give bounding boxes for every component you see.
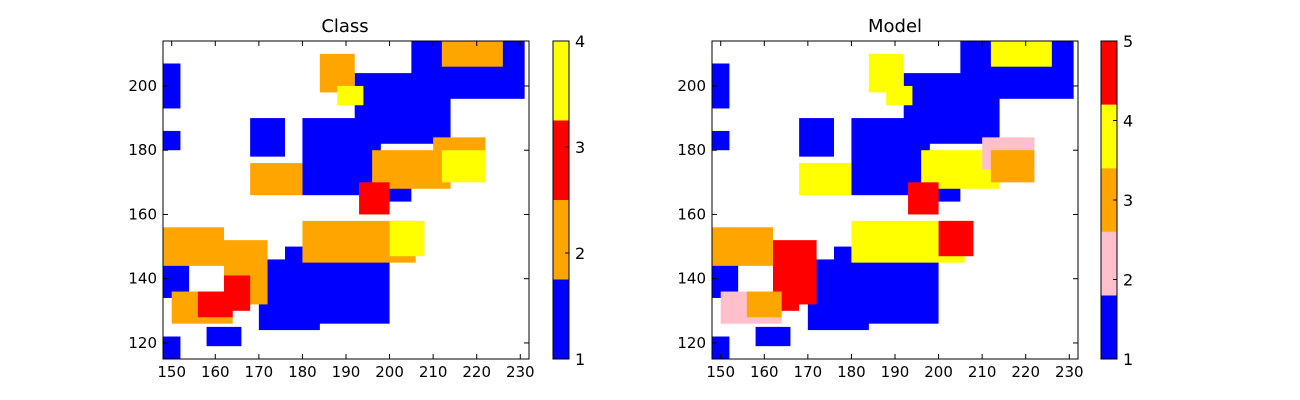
model-colorbar-tick-label: 2: [1123, 271, 1133, 290]
model-title: Model: [868, 16, 922, 37]
model-region-class-1: [712, 63, 730, 109]
class-colorbar: 1 2 3 4: [552, 32, 585, 369]
model-y-tick-label: 200: [677, 77, 706, 95]
model-colorbar-segment: [1101, 104, 1117, 169]
class-x-tick-label: 220: [462, 363, 491, 381]
model-x-axis: 150 160 170 180 190 200 210 220 230: [706, 41, 1084, 381]
class-colorbar-tick-label: 4: [575, 32, 585, 51]
class-title: Class: [321, 16, 368, 37]
class-colorbar-segment: [553, 120, 569, 200]
model-x-tick-label: 230: [1055, 363, 1084, 381]
class-panel: Class 150 160 170 180 190 200 210 220 230 120 140…: [128, 16, 585, 381]
class-x-tick-label: 200: [375, 363, 404, 381]
model-x-tick-label: 190: [881, 363, 910, 381]
model-x-tick-label: 160: [750, 363, 779, 381]
model-x-tick-label: 180: [837, 363, 866, 381]
class-x-tick-label: 190: [332, 363, 361, 381]
class-y-tick-label: 140: [128, 270, 157, 288]
class-region-class-3: [359, 182, 390, 215]
model-y-tick-label: 120: [677, 334, 706, 352]
class-colorbar-frame: [552, 40, 570, 360]
class-heatmap-cells: [163, 41, 525, 359]
class-y-tick-label: 200: [128, 77, 157, 95]
class-region-class-1: [250, 118, 285, 157]
class-y-tick-label: 120: [128, 334, 157, 352]
class-region-class-4: [389, 220, 425, 257]
model-x-tick-label: 170: [794, 363, 823, 381]
class-region-class-2: [250, 163, 303, 196]
model-region-class-4: [799, 163, 852, 196]
model-panel: Model 150 160 170 180 190 200 210 220 230 120 140…: [677, 16, 1133, 381]
class-plot-area: 150 160 170 180 190 200 210 220 230 120 140 160 180…: [128, 40, 535, 381]
class-x-tick-label: 160: [201, 363, 230, 381]
class-region-class-4: [337, 85, 364, 106]
model-x-tick-label: 200: [924, 363, 953, 381]
model-y-tick-label: 140: [677, 270, 706, 288]
model-colorbar-tick-label: 3: [1123, 191, 1133, 210]
class-x-tick-label: 180: [288, 363, 317, 381]
model-region-class-3: [746, 291, 782, 318]
class-region-class-1: [206, 326, 242, 347]
model-region-class-3: [990, 150, 1035, 183]
model-y-axis: 120 140 160 180 200: [677, 77, 1078, 352]
class-colorbar-tick-label: 2: [575, 244, 585, 263]
model-colorbar-segment: [1101, 168, 1117, 232]
class-region-class-2: [163, 227, 224, 266]
class-region-class-1: [163, 63, 181, 109]
class-x-tick-label: 150: [157, 363, 186, 381]
model-colorbar-tick-label: 5: [1123, 32, 1133, 51]
model-region-class-1: [755, 326, 791, 347]
model-region-class-1: [712, 336, 730, 359]
model-colorbar-segment: [1101, 295, 1117, 359]
class-region-class-2: [441, 41, 503, 67]
class-y-tick-label: 180: [128, 141, 157, 159]
model-colorbar-tick-label: 4: [1123, 112, 1133, 131]
class-region-class-4: [441, 150, 486, 183]
model-y-tick-label: 160: [677, 205, 706, 223]
model-colorbar-segment: [1101, 231, 1117, 296]
model-region-class-3: [712, 227, 773, 266]
class-colorbar-tick-label: 1: [575, 350, 585, 369]
class-colorbar-segment: [553, 41, 569, 121]
class-region-class-1: [163, 336, 181, 359]
model-region-class-4: [990, 41, 1052, 67]
model-x-tick-label: 150: [706, 363, 735, 381]
class-region-class-1: [163, 130, 181, 151]
model-plot-area: 150 160 170 180 190 200 210 220 230 120 140 160 180…: [677, 40, 1084, 381]
class-x-tick-label: 170: [245, 363, 274, 381]
class-colorbar-segment: [553, 279, 569, 359]
class-region-class-3: [197, 291, 233, 318]
model-colorbar-tick-label: 1: [1123, 350, 1133, 369]
class-y-tick-label: 160: [128, 205, 157, 223]
model-x-tick-label: 210: [968, 363, 997, 381]
class-x-tick-label: 230: [506, 363, 535, 381]
class-colorbar-tick-label: 3: [575, 138, 585, 157]
model-heatmap-cells: [712, 41, 1074, 359]
model-colorbar-segment: [1101, 41, 1117, 105]
class-x-axis: 150 160 170 180 190 200 210 220 230: [157, 41, 535, 381]
model-region-class-4: [886, 85, 913, 106]
model-colorbar: 1 2 3 4 5: [1100, 32, 1133, 369]
model-region-class-1: [712, 130, 730, 151]
model-region-class-5: [938, 220, 974, 257]
class-y-axis: 120 140 160 180 200: [128, 77, 529, 352]
model-y-tick-label: 180: [677, 141, 706, 159]
model-region-class-1: [799, 118, 834, 157]
model-region-class-5: [908, 182, 939, 215]
class-colorbar-segment: [553, 200, 569, 280]
class-x-tick-label: 210: [419, 363, 448, 381]
model-x-tick-label: 220: [1011, 363, 1040, 381]
